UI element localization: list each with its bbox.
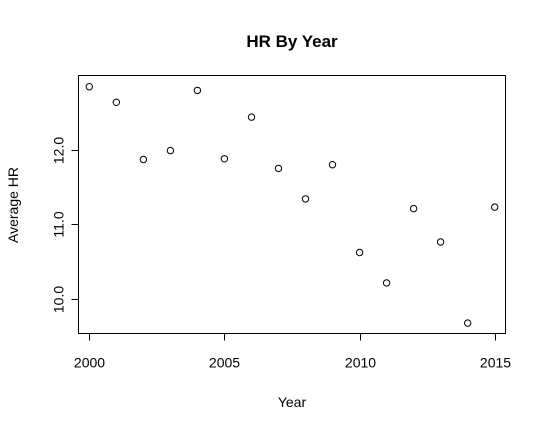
data-points: [85, 83, 499, 327]
chart-title: HR By Year: [246, 32, 338, 51]
data-point: [409, 204, 418, 213]
data-point: [247, 113, 256, 121]
data-point: [355, 248, 364, 257]
data-point: [301, 195, 310, 203]
data-point: [382, 279, 391, 287]
y-axis-label: Average HR: [5, 167, 21, 243]
data-point: [491, 203, 499, 211]
x-tick-label: 2005: [209, 355, 240, 371]
data-point: [112, 98, 121, 107]
data-point: [193, 86, 202, 95]
x-tick-label: 2015: [480, 355, 511, 371]
data-point: [464, 319, 472, 327]
y-tick-label: 11.0: [51, 211, 67, 237]
x-tick-label: 2000: [74, 355, 105, 371]
data-point: [85, 83, 94, 91]
y-tick-label: 12.0: [51, 137, 67, 164]
y-axis: 10.0 11.0 12.0: [51, 137, 79, 313]
x-axis-label: Year: [278, 394, 307, 410]
data-point: [274, 164, 283, 173]
x-tick-label: 2010: [345, 355, 376, 371]
x-axis: 2000 2005 2010 2015: [74, 333, 511, 371]
plot-frame: [78, 75, 506, 334]
data-point: [436, 238, 445, 246]
data-point: [220, 155, 229, 163]
data-point: [139, 155, 148, 164]
y-tick-label: 10.0: [51, 286, 67, 313]
data-point: [328, 161, 337, 169]
data-point: [166, 146, 175, 155]
